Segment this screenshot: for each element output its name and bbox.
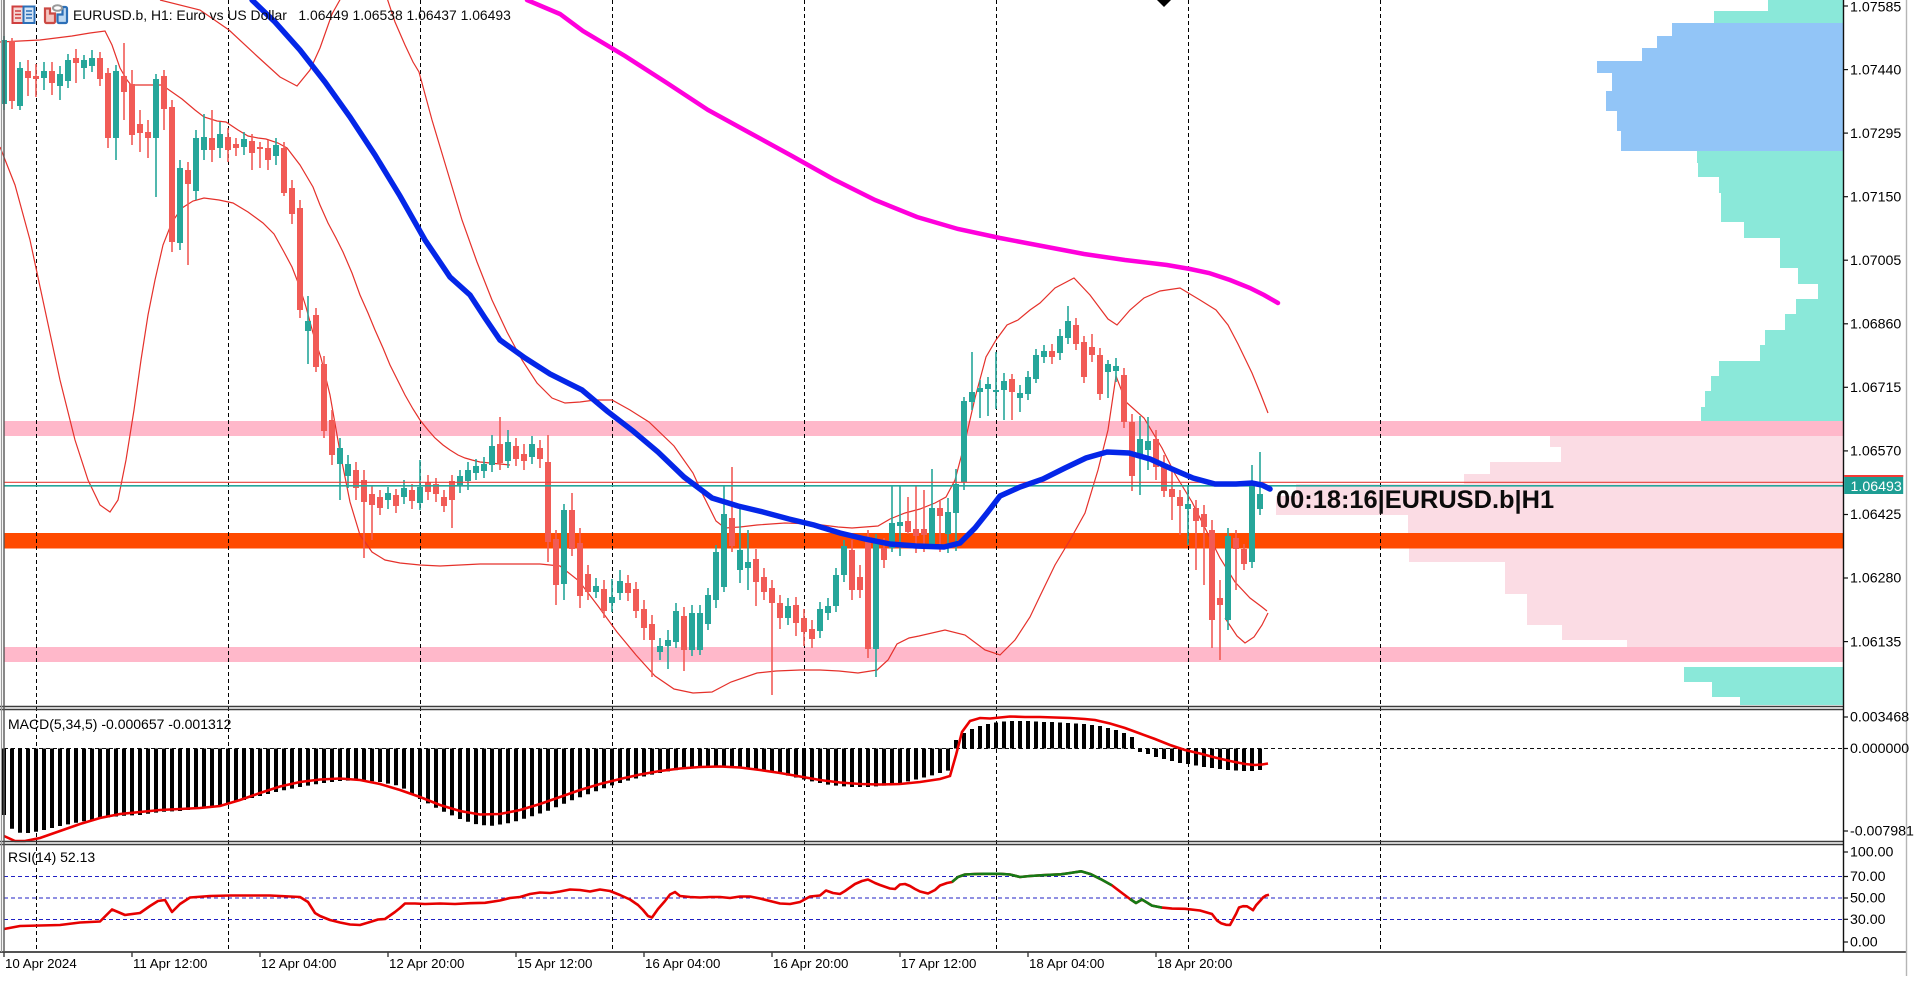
svg-text:30.00: 30.00	[1850, 912, 1886, 928]
svg-text:17 Apr 12:00: 17 Apr 12:00	[901, 956, 976, 971]
svg-text:0.00: 0.00	[1850, 935, 1878, 951]
svg-text:11 Apr 12:00: 11 Apr 12:00	[133, 956, 207, 971]
svg-text:1.06715: 1.06715	[1850, 380, 1901, 396]
svg-text:18 Apr 20:00: 18 Apr 20:00	[1157, 956, 1232, 971]
svg-text:00:18:16|EURUSD.b|H1: 00:18:16|EURUSD.b|H1	[1276, 486, 1554, 514]
svg-text:12 Apr 04:00: 12 Apr 04:00	[261, 956, 336, 971]
svg-text:1.07005: 1.07005	[1850, 253, 1901, 269]
svg-text:1.06570: 1.06570	[1850, 444, 1901, 460]
svg-text:18 Apr 04:00: 18 Apr 04:00	[1029, 956, 1104, 971]
svg-text:1.06425: 1.06425	[1850, 507, 1901, 523]
svg-text:-0.007981: -0.007981	[1850, 824, 1914, 840]
svg-text:0.000000: 0.000000	[1850, 741, 1909, 757]
svg-text:16 Apr 20:00: 16 Apr 20:00	[773, 956, 848, 971]
svg-text:100.00: 100.00	[1850, 845, 1894, 861]
svg-text:1.07440: 1.07440	[1850, 62, 1901, 78]
svg-text:1.06493: 1.06493	[1851, 479, 1902, 495]
svg-text:1.07150: 1.07150	[1850, 189, 1901, 205]
svg-text:1.07585: 1.07585	[1850, 0, 1901, 16]
svg-text:MACD(5,34,5) -0.000657 -0.0013: MACD(5,34,5) -0.000657 -0.001312	[8, 716, 232, 732]
svg-text:0.003468: 0.003468	[1850, 710, 1909, 726]
svg-text:50.00: 50.00	[1850, 891, 1886, 907]
svg-text:1.07295: 1.07295	[1850, 126, 1901, 142]
svg-text:RSI(14) 52.13: RSI(14) 52.13	[8, 849, 95, 865]
svg-text:1.06135: 1.06135	[1850, 634, 1901, 650]
svg-text:1.06280: 1.06280	[1850, 571, 1901, 587]
svg-text:70.00: 70.00	[1850, 869, 1886, 885]
svg-text:12 Apr 20:00: 12 Apr 20:00	[389, 956, 464, 971]
svg-text:15 Apr 12:00: 15 Apr 12:00	[517, 956, 592, 971]
svg-text:EURUSD.b, H1: Euro vs US Dolla: EURUSD.b, H1: Euro vs US Dollar 1.06449 …	[73, 7, 511, 23]
svg-text:10 Apr 2024: 10 Apr 2024	[5, 956, 77, 971]
svg-text:16 Apr 04:00: 16 Apr 04:00	[645, 956, 720, 971]
svg-text:1.06860: 1.06860	[1850, 317, 1901, 333]
